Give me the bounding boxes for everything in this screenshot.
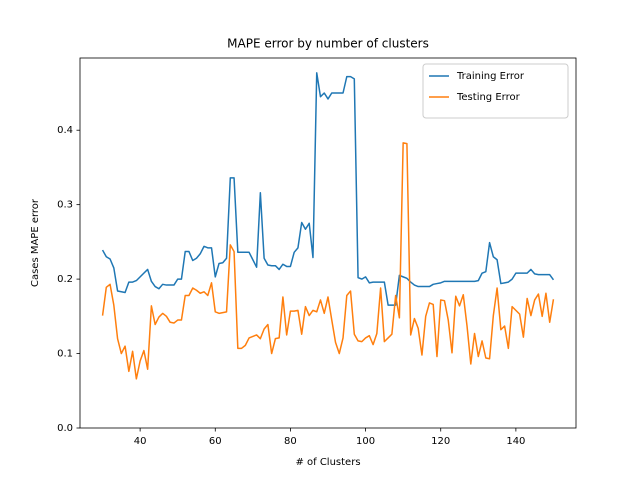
y-tick-label: 0.1 [57, 349, 73, 360]
y-tick-label: 0.3 [57, 200, 73, 211]
series-line [101, 142, 555, 380]
x-axis-label: # of Clusters [295, 457, 360, 468]
x-tick-label: 80 [284, 436, 297, 447]
legend-label: Training Error [456, 71, 525, 82]
series-line [101, 72, 555, 306]
axes-frame [79, 57, 577, 429]
y-axis-label: Cases MAPE error [30, 198, 41, 287]
y-tick-label: 0.0 [57, 423, 73, 434]
chart-title: MAPE error by number of clusters [227, 37, 429, 51]
x-tick-label: 100 [356, 436, 375, 447]
x-tick-label: 40 [134, 436, 147, 447]
x-tick-label: 140 [506, 436, 525, 447]
y-tick-label: 0.4 [57, 125, 73, 136]
x-tick-label: 60 [209, 436, 222, 447]
legend-label: Testing Error [456, 92, 521, 103]
y-tick-label: 0.2 [57, 274, 73, 285]
x-tick-label: 120 [431, 436, 450, 447]
legend-box [422, 63, 569, 119]
